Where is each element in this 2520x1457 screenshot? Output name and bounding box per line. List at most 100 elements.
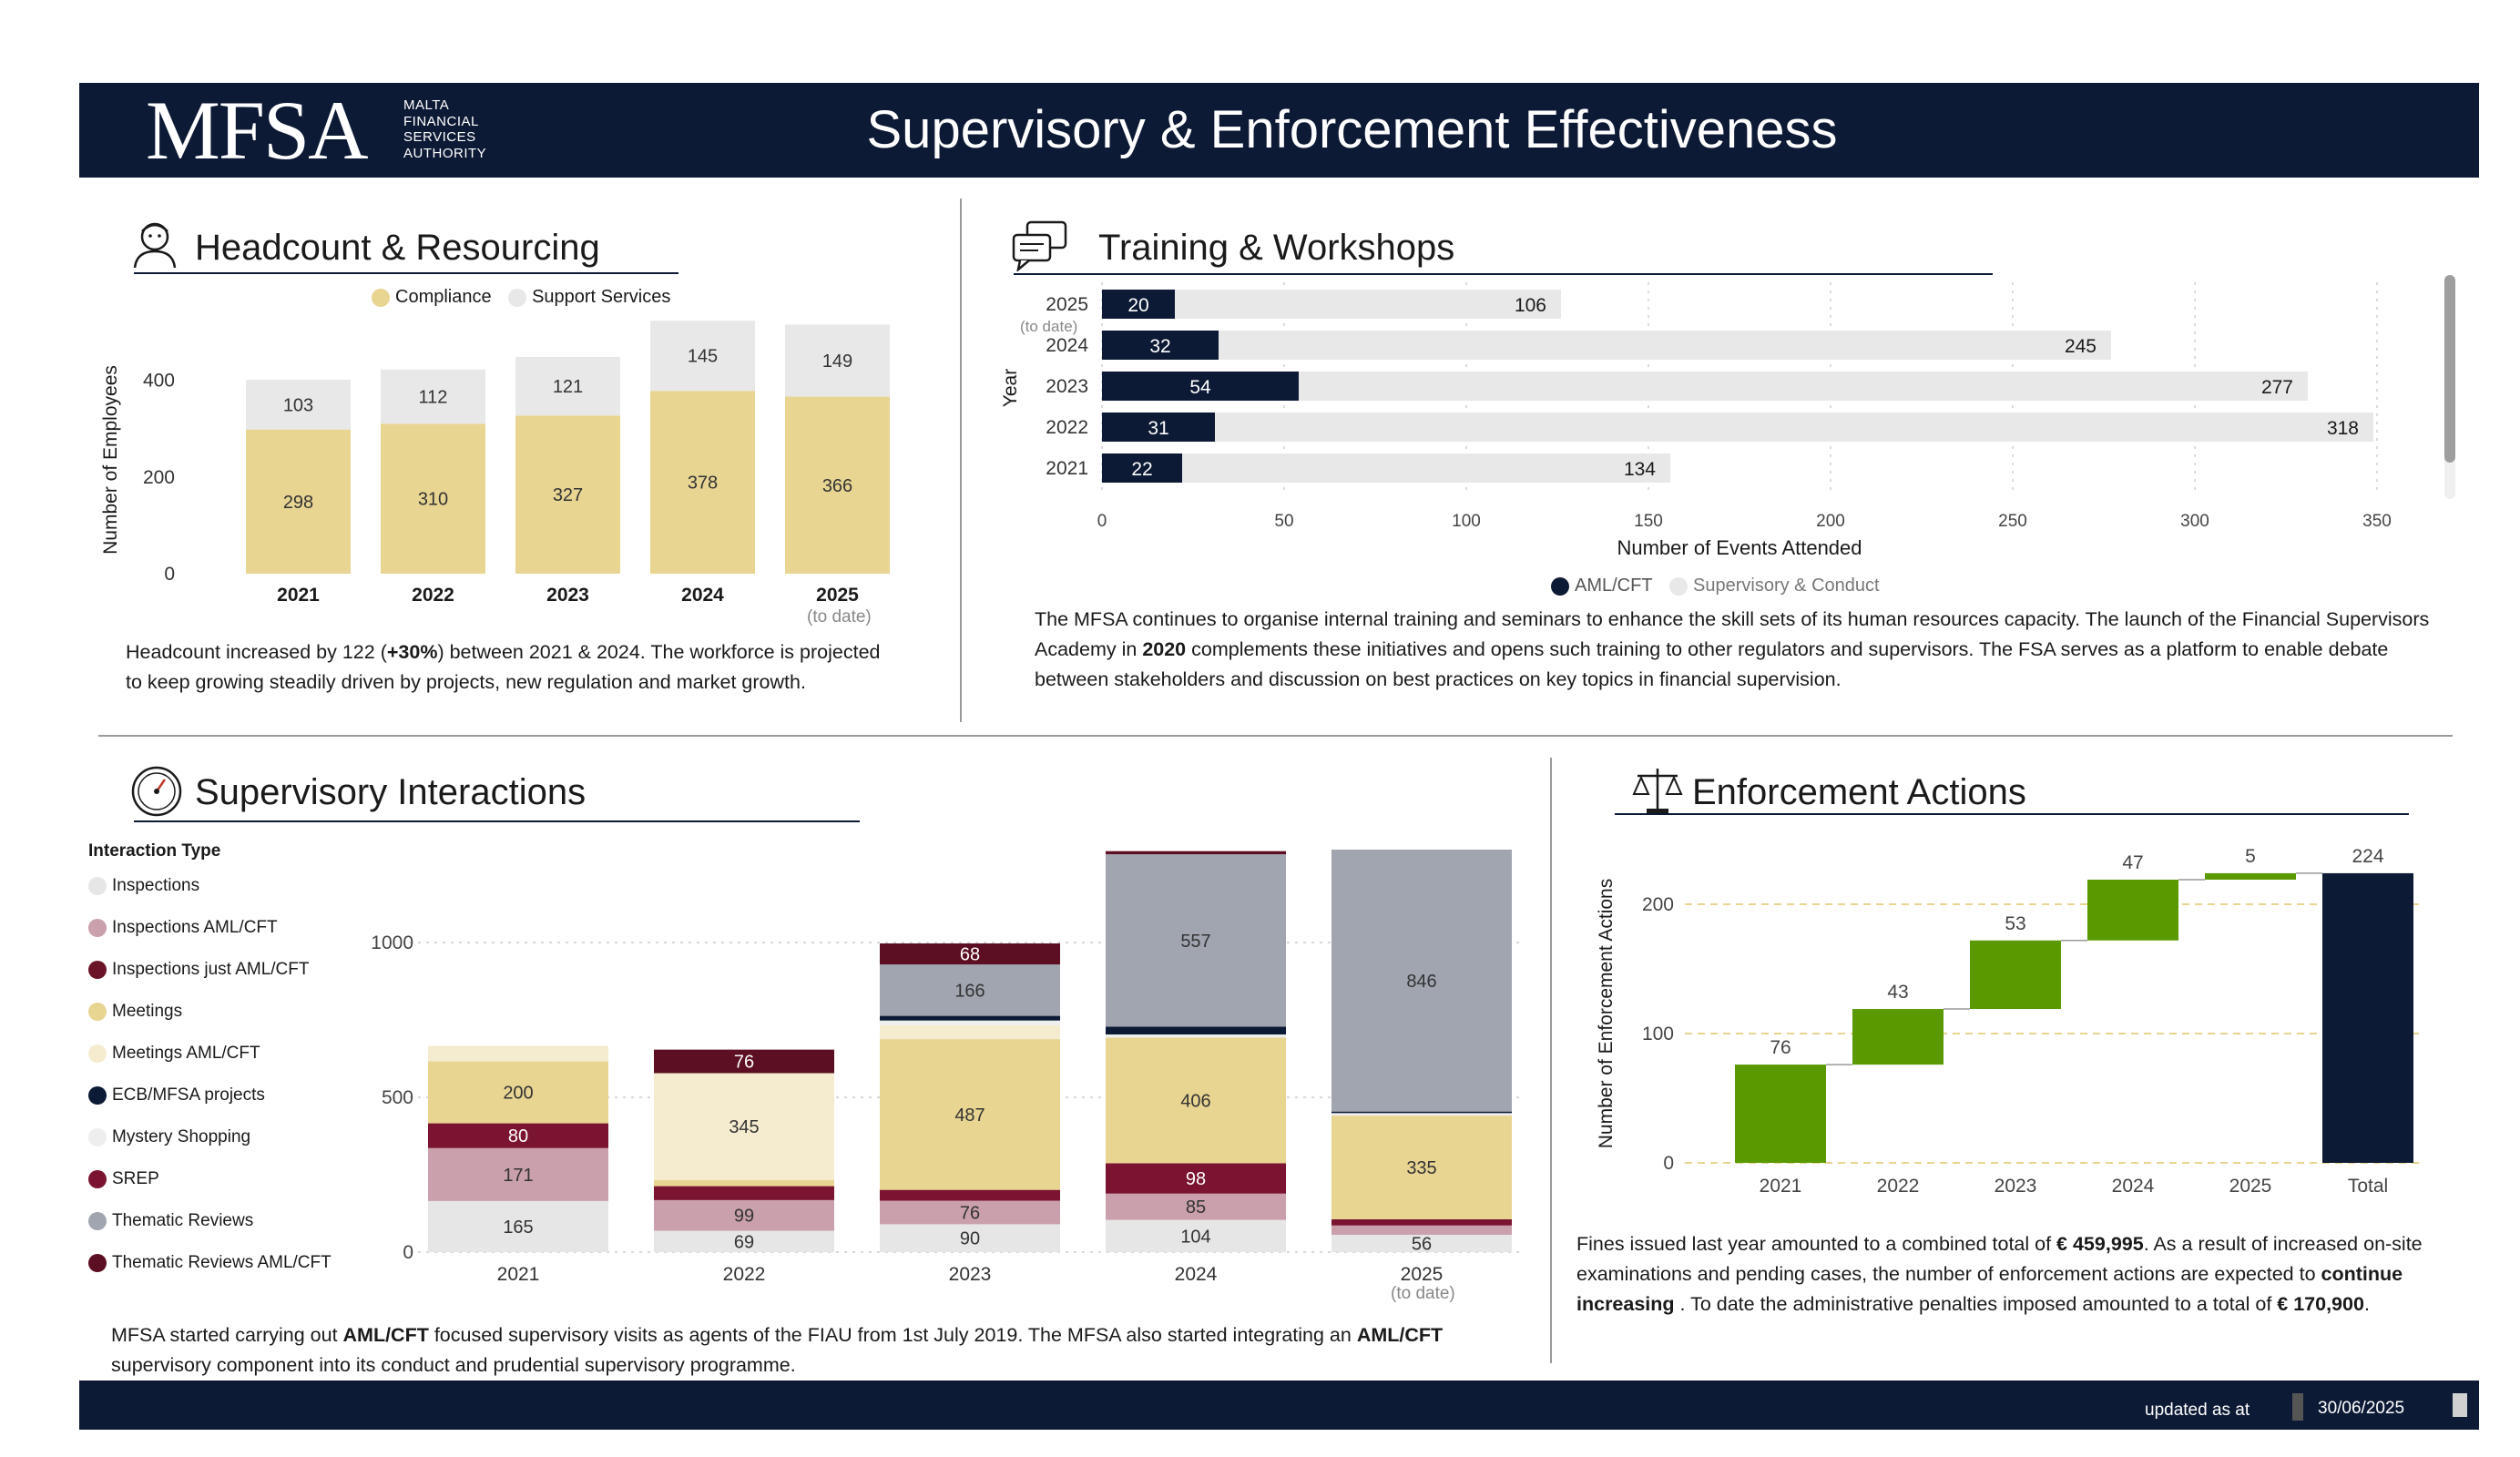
headcount-description: Headcount increased by 122 (+30%) betwee… bbox=[126, 641, 881, 693]
training-bar-aml bbox=[1102, 413, 1215, 442]
legend-dot bbox=[88, 1253, 107, 1272]
enforcement-bar bbox=[1852, 1009, 1944, 1065]
interactions-bar-segment bbox=[1106, 854, 1286, 1027]
mfsa-logo: MFSA bbox=[146, 84, 369, 177]
interactions-chart: 0 500 1000 165 171 80 200 2021 69 99 345 76 2022 90 76… bbox=[371, 850, 1521, 1285]
legend-dot bbox=[88, 876, 107, 895]
enforcement-x-tick: 2022 bbox=[1877, 1176, 1920, 1197]
legend-label: Meetings AML/CFT bbox=[112, 1044, 260, 1063]
headcount-label-support: 145 bbox=[688, 347, 718, 367]
headcount-legend: Compliance Support Services bbox=[372, 287, 683, 308]
date-slicer-handle[interactable] bbox=[2292, 1393, 2303, 1421]
training-label-aml: 54 bbox=[1189, 377, 1211, 398]
interactions-legend-item: Thematic Reviews AML/CFT bbox=[88, 1249, 332, 1291]
legend-compliance: Compliance bbox=[372, 287, 492, 308]
training-x-tick: 0 bbox=[1097, 512, 1107, 531]
headcount-label-support: 112 bbox=[419, 388, 448, 408]
headcount-x-tick: 2024 bbox=[681, 585, 724, 606]
training-y-axis-label: Year bbox=[1000, 369, 1021, 407]
training-x-tick: 150 bbox=[1634, 512, 1663, 531]
enforcement-data-label: 43 bbox=[1887, 982, 1908, 1003]
headcount-y-tick: 0 bbox=[164, 564, 175, 585]
training-bar-aml bbox=[1102, 290, 1175, 319]
interactions-data-label: 200 bbox=[503, 1084, 533, 1104]
headcount-bar-support bbox=[650, 321, 755, 392]
interactions-legend-item: Inspections AML/CFT bbox=[88, 914, 332, 956]
interactions-bar-segment bbox=[880, 1189, 1060, 1201]
interactions-bar-segment bbox=[1331, 1218, 1512, 1226]
interactions-bar-segment bbox=[880, 943, 1060, 965]
headcount-bar-compliance bbox=[785, 396, 890, 574]
headcount-icon bbox=[128, 215, 182, 274]
headcount-bar-support bbox=[515, 357, 620, 416]
legend-label: Thematic Reviews AML/CFT bbox=[112, 1253, 332, 1272]
interactions-bar-segment bbox=[880, 1015, 1060, 1021]
page-title: Supervisory & Enforcement Effectiveness bbox=[866, 100, 1838, 159]
gauge-icon bbox=[130, 765, 183, 822]
training-y-tick: 2022 bbox=[1046, 417, 1088, 438]
legend-label: Inspections just AML/CFT bbox=[112, 960, 310, 979]
enforcement-y-axis-label: Number of Enforcement Actions bbox=[1596, 879, 1617, 1148]
interactions-legend-item: SREP bbox=[88, 1166, 332, 1207]
training-description: The MFSA continues to organise internal … bbox=[1035, 608, 2430, 690]
enforcement-x-tick: Total bbox=[2348, 1176, 2388, 1197]
headcount-y-tick: 400 bbox=[143, 371, 175, 392]
training-x-tick: 200 bbox=[1816, 512, 1845, 531]
enforcement-data-label: 76 bbox=[1770, 1037, 1791, 1058]
interactions-legend-item: Meetings bbox=[88, 998, 332, 1040]
interactions-x-tick: 2022 bbox=[723, 1264, 766, 1285]
interactions-y-tick: 1000 bbox=[371, 932, 413, 953]
training-label-supervisory: 134 bbox=[1624, 459, 1656, 480]
training-bar-supervisory bbox=[1182, 453, 1670, 483]
interactions-bar-segment bbox=[1331, 1234, 1512, 1252]
training-x-tick: 50 bbox=[1274, 512, 1293, 531]
legend-dot bbox=[88, 1002, 107, 1021]
interactions-bar-segment bbox=[428, 1061, 608, 1124]
enforcement-bar bbox=[1735, 1065, 1826, 1163]
training-y-tick: 2023 bbox=[1046, 376, 1088, 397]
training-scrollbar-thumb[interactable] bbox=[2444, 275, 2455, 463]
headcount-title: Headcount & Resourcing bbox=[195, 228, 600, 268]
training-label-supervisory: 106 bbox=[1515, 295, 1546, 316]
interactions-x-tick: 2023 bbox=[949, 1264, 992, 1285]
interactions-data-label: 99 bbox=[734, 1207, 754, 1227]
legend-aml-cft: AML/CFT bbox=[1551, 576, 1653, 596]
training-title: Training & Workshops bbox=[1098, 228, 1455, 268]
headcount-bar-compliance bbox=[246, 429, 351, 574]
interactions-bar-segment bbox=[880, 1039, 1060, 1190]
enforcement-data-label: 47 bbox=[2122, 852, 2143, 873]
interactions-bar-segment bbox=[1106, 1026, 1286, 1034]
legend-dot bbox=[88, 1127, 107, 1146]
interactions-data-label: 487 bbox=[954, 1105, 985, 1126]
training-title-underline bbox=[1014, 273, 1993, 275]
training-scrollbar-track[interactable] bbox=[2444, 275, 2455, 499]
headcount-bar-compliance bbox=[650, 391, 755, 574]
interactions-data-label: 98 bbox=[1186, 1169, 1206, 1189]
headcount-x-tick: 2025 bbox=[816, 585, 859, 606]
interactions-bar-segment bbox=[1331, 1111, 1512, 1114]
interactions-y-tick: 0 bbox=[403, 1242, 413, 1263]
interactions-bar-segment bbox=[654, 1049, 834, 1074]
interactions-bar-segment bbox=[1331, 1116, 1512, 1219]
headcount-bar-compliance bbox=[515, 415, 620, 574]
training-to-date-note: (to date) bbox=[1020, 318, 1078, 335]
headcount-bar-support bbox=[785, 324, 890, 397]
interactions-bar-segment bbox=[654, 1199, 834, 1231]
headcount-label-compliance: 366 bbox=[822, 476, 852, 496]
training-chart: 0 50 100 150 200 250 300 350 Number of Events At… bbox=[1000, 282, 2392, 559]
interactions-data-label: 69 bbox=[734, 1232, 754, 1252]
training-bar-supervisory bbox=[1175, 290, 1561, 319]
interactions-x-tick: 2024 bbox=[1175, 1264, 1218, 1285]
interactions-data-label: 335 bbox=[1406, 1158, 1436, 1178]
mfsa-logo-subtitle: MALTA FINANCIAL SERVICES AUTHORITY bbox=[403, 97, 487, 161]
interactions-bar-segment bbox=[880, 1200, 1060, 1225]
footer-scroll-handle[interactable] bbox=[2453, 1393, 2467, 1417]
interactions-bar-segment bbox=[880, 1224, 1060, 1252]
enforcement-bar bbox=[1970, 940, 2061, 1010]
headcount-label-support: 121 bbox=[553, 377, 583, 397]
interactions-bar-segment bbox=[1106, 851, 1286, 855]
training-legend: AML/CFT Supervisory & Conduct bbox=[1551, 576, 1893, 596]
headcount-label-compliance: 378 bbox=[688, 474, 718, 494]
headcount-bar-support bbox=[246, 379, 351, 430]
enforcement-chart: Number of Enforcement Actions 0 100 200 76 20… bbox=[1596, 846, 2423, 1197]
